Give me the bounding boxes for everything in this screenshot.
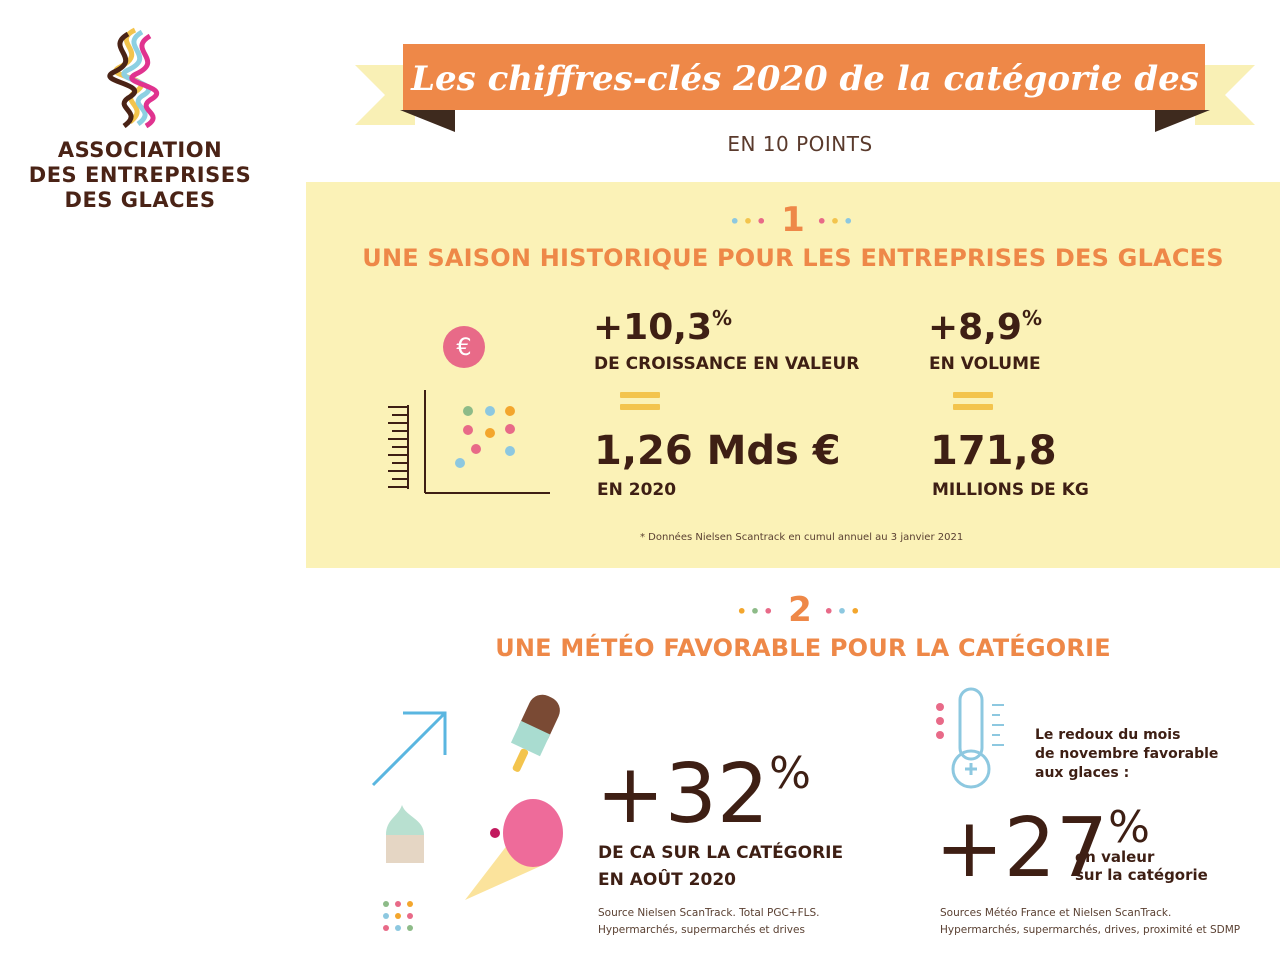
logo-line: DES GLACES	[64, 188, 216, 212]
label-line: en valeur	[1075, 848, 1155, 866]
section-2-number: ••• 2 •••	[736, 590, 864, 630]
subtitle: EN 10 POINTS	[727, 132, 873, 156]
stat-label-growth: DE CROISSANCE EN VALEUR	[594, 354, 860, 374]
source-line: Hypermarchés, supermarchés, drives, prox…	[940, 924, 1241, 936]
redoux-intro: Le redoux du mois de novembre favorable …	[1035, 726, 1218, 783]
stat-32-label: DE CA SUR LA CATÉGORIE EN AOÛT 2020	[598, 840, 843, 894]
ice-cream-cone-icon	[465, 799, 563, 900]
stat-equals-label-kg: MILLIONS DE KG	[932, 480, 1089, 500]
frozen-yogurt-icon	[386, 805, 424, 863]
source-line: Source Nielsen ScanTrack. Total PGC+FLS.	[598, 907, 820, 919]
section-1-footnote: * Données Nielsen Scantrack en cumul ann…	[640, 532, 964, 543]
stat-value-growth: +10,3%	[593, 306, 733, 348]
stat-value-volume: +8,9%	[928, 306, 1042, 348]
stat-32-percent: +32%	[596, 747, 811, 842]
equals-sign	[620, 392, 660, 416]
source-right: Sources Météo France et Nielsen ScanTrac…	[940, 905, 1240, 939]
equals-sign	[953, 392, 993, 416]
popsicle-icon	[510, 694, 560, 772]
logo-line: DES ENTREPRISES	[28, 163, 252, 187]
euro-glyph: €	[456, 333, 472, 361]
label-line: DE CA SUR LA CATÉGORIE	[598, 843, 844, 863]
source-left: Source Nielsen ScanTrack. Total PGC+FLS.…	[598, 905, 820, 939]
stat-equals-value-mds: 1,26 Mds €	[594, 428, 841, 474]
section-2-title: UNE MÉTÉO FAVORABLE POUR LA CATÉGORIE	[495, 634, 1111, 662]
stat-equals-label-year: EN 2020	[597, 480, 677, 500]
section-1-number: ••• 1 •••	[729, 200, 857, 240]
stat-27-percent: +27%	[935, 801, 1150, 896]
association-logo-text: ASSOCIATION DES ENTREPRISES DES GLACES	[20, 138, 260, 213]
source-line: Sources Météo France et Nielsen ScanTrac…	[940, 907, 1172, 919]
section-1-panel	[306, 182, 1280, 568]
thermometer-icon	[936, 687, 1004, 789]
ice-cream-swirl-logo-icon	[107, 27, 160, 129]
source-line: Hypermarchés, supermarchés et drives	[598, 924, 805, 936]
label-line: EN AOÛT 2020	[598, 870, 737, 890]
arrow-up-right-icon	[371, 711, 447, 787]
scatter-chart-icon	[388, 390, 550, 494]
section-number-value: 1	[781, 200, 805, 240]
label-line: sur la catégorie	[1075, 866, 1208, 884]
intro-line: de novembre favorable	[1035, 746, 1219, 762]
euro-icon: €	[443, 326, 485, 368]
banner-title: Les chiffres-clés 2020 de la catégorie d…	[411, 59, 1199, 161]
dots-icon	[383, 901, 413, 931]
stat-equals-value-kg: 171,8	[930, 428, 1057, 474]
section-number-value: 2	[788, 590, 812, 630]
intro-line: aux glaces :	[1035, 765, 1130, 781]
logo-line: ASSOCIATION	[57, 138, 223, 162]
intro-line: Le redoux du mois	[1035, 727, 1181, 743]
title-ribbon	[355, 44, 1255, 132]
stat-label-volume: EN VOLUME	[929, 354, 1041, 374]
section-1-title: UNE SAISON HISTORIQUE POUR LES ENTREPRIS…	[362, 244, 1224, 272]
stat-27-label: en valeur sur la catégorie	[1075, 848, 1208, 884]
